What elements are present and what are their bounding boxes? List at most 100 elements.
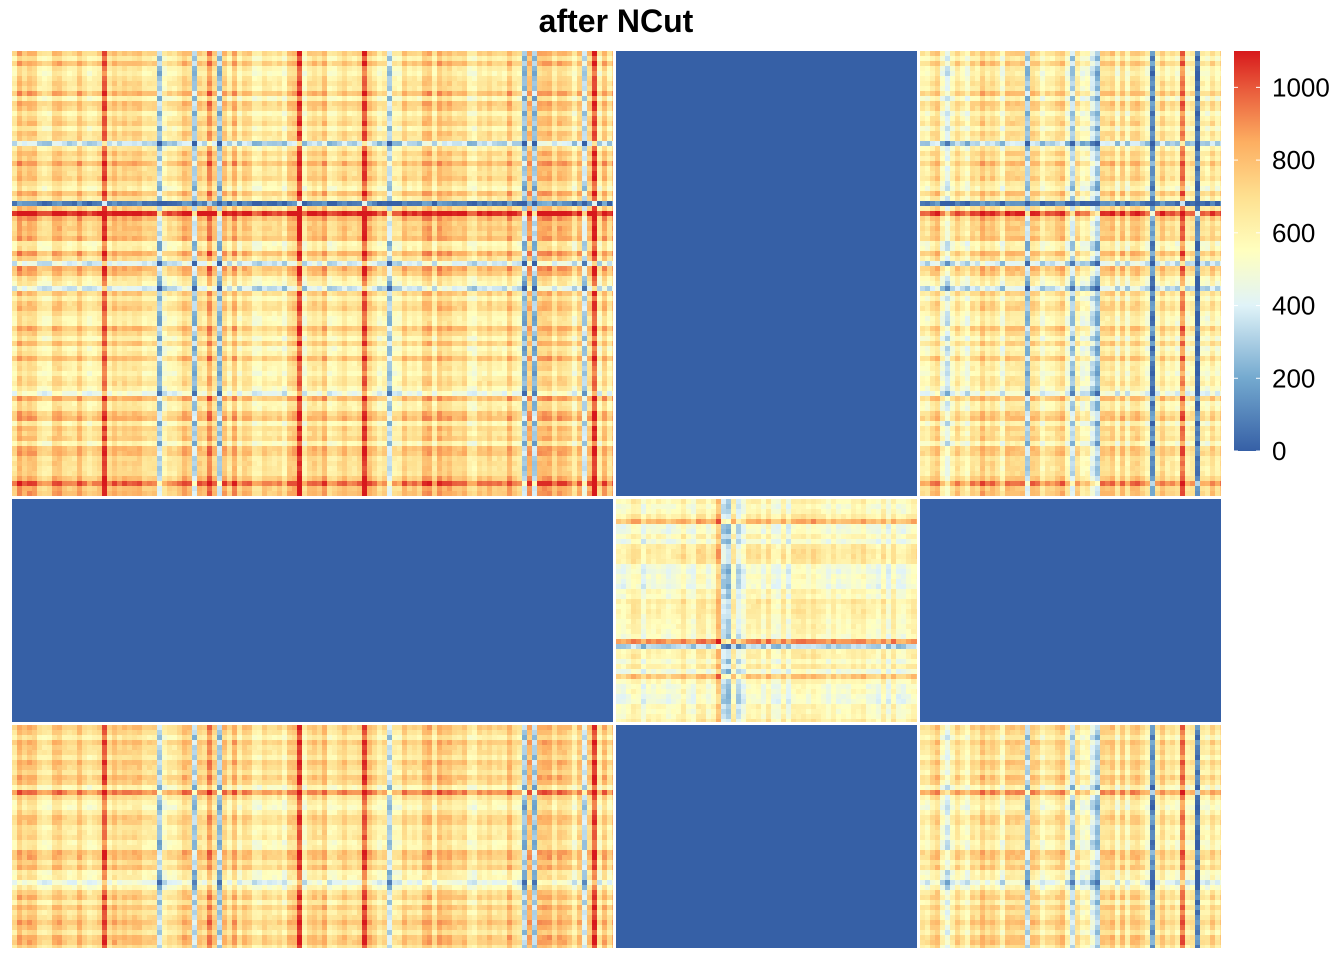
heatmap-cell [512,211,517,216]
heatmap-cell [102,111,107,116]
heatmap-cell [522,171,527,176]
heatmap-cell [197,156,202,161]
heatmap-cell [557,166,562,171]
heatmap-cell [552,191,557,196]
heatmap-cell [532,176,537,181]
heatmap-cell [222,186,227,191]
heatmap-cell [247,101,252,106]
heatmap-cell [602,166,607,171]
heatmap-cell [477,151,482,156]
heatmap-cell [537,246,542,251]
heatmap-cell [72,191,77,196]
heatmap-cell [347,136,352,141]
heatmap-cell [472,246,477,251]
heatmap-cell [82,51,87,56]
heatmap-cell [227,81,232,86]
heatmap-cell [77,216,82,221]
heatmap-cell [612,181,613,186]
heatmap-cell [232,186,237,191]
heatmap-cell [267,201,272,206]
heatmap-cell [67,101,72,106]
heatmap-cell [297,116,302,121]
heatmap-cell [572,111,577,116]
heatmap-cell [152,181,157,186]
heatmap-cell [132,81,137,86]
heatmap-cell [232,76,237,81]
heatmap-cell [177,126,182,131]
heatmap-cell [47,251,52,256]
heatmap-cell [527,236,532,241]
heatmap-cell [377,66,382,71]
heatmap-cell [237,91,242,96]
heatmap-cell [292,66,297,71]
heatmap-cell [117,56,122,61]
heatmap-cell [417,216,422,221]
heatmap-cell [522,166,527,171]
heatmap-cell [87,121,92,126]
heatmap-cell [52,146,57,151]
heatmap-cell [557,176,562,181]
heatmap-cell [532,151,537,156]
heatmap-cell [22,131,27,136]
heatmap-cell [392,66,397,71]
heatmap-cell [472,226,477,231]
heatmap-cell [217,186,222,191]
heatmap-cell [467,56,472,61]
heatmap-cell [387,206,392,211]
heatmap-cell [37,196,42,201]
heatmap-cell [157,256,162,261]
heatmap-cell [127,136,132,141]
heatmap-cell [317,131,322,136]
heatmap-cell [577,101,582,106]
heatmap-cell [452,216,457,221]
heatmap-cell [162,201,167,206]
heatmap-cell [367,161,372,166]
heatmap-cell [137,131,142,136]
heatmap-cell [567,56,572,61]
heatmap-cell [182,161,187,166]
heatmap-cell [502,191,507,196]
heatmap-cell [117,136,122,141]
heatmap-cell [302,101,307,106]
heatmap-cell [567,66,572,71]
heatmap-cell [422,81,427,86]
heatmap-cell [542,51,547,56]
heatmap-cell [597,71,602,76]
heatmap-cell [512,76,517,81]
heatmap-cell [217,206,222,211]
heatmap-cell [192,151,197,156]
heatmap-cell [597,126,602,131]
heatmap-cell [402,116,407,121]
heatmap-cell [192,216,197,221]
heatmap-cell [397,141,402,146]
heatmap-cell [382,81,387,86]
heatmap-cell [287,96,292,101]
heatmap-cell [607,156,612,161]
heatmap-cell [287,86,292,91]
heatmap-cell [52,121,57,126]
heatmap-cell [227,226,232,231]
heatmap-cell [432,101,437,106]
heatmap-cell [307,246,312,251]
heatmap-cell [482,121,487,126]
heatmap-cell [27,191,32,196]
heatmap-cell [447,116,452,121]
heatmap-cell [567,196,572,201]
heatmap-cell [27,196,32,201]
heatmap-cell [352,51,357,56]
heatmap-cell [467,146,472,151]
heatmap-cell [572,136,577,141]
heatmap-cell [27,151,32,156]
heatmap-cell [157,131,162,136]
heatmap-cell [157,186,162,191]
heatmap-cell [607,226,612,231]
heatmap-cell [552,231,557,236]
heatmap-cell [517,201,522,206]
heatmap-cell [127,231,132,236]
heatmap-cell [592,81,597,86]
heatmap-cell [162,166,167,171]
heatmap-cell [357,81,362,86]
heatmap-cell [172,166,177,171]
heatmap-cell [562,136,567,141]
heatmap-cell [212,171,217,176]
